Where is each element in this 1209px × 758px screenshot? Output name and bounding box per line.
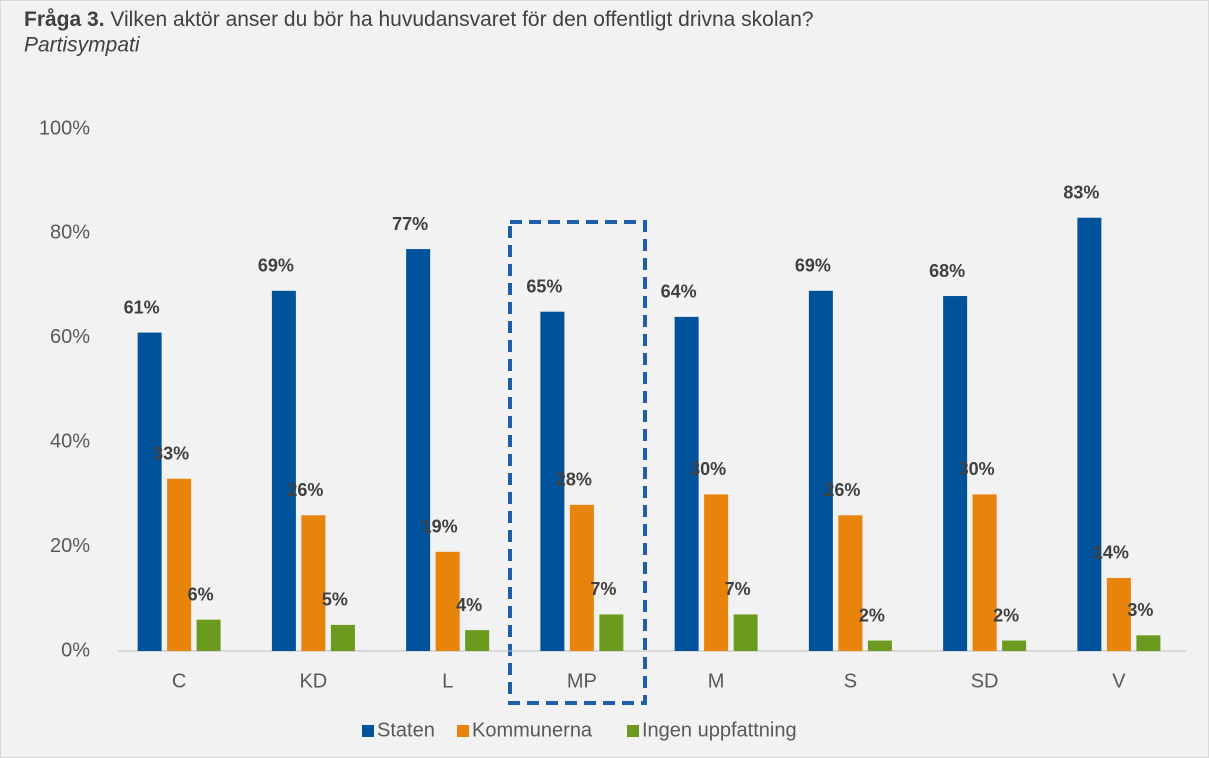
y-tick-label: 40% bbox=[50, 430, 90, 452]
value-label: 3% bbox=[1127, 600, 1153, 620]
y-tick-label: 100% bbox=[39, 117, 90, 139]
bar bbox=[733, 614, 758, 651]
y-tick-label: 80% bbox=[50, 222, 90, 244]
legend-swatch bbox=[457, 725, 469, 737]
value-label: 2% bbox=[859, 605, 885, 625]
bar bbox=[196, 619, 221, 651]
bar bbox=[167, 478, 192, 651]
bar bbox=[599, 614, 624, 651]
x-tick-label: C bbox=[172, 670, 186, 692]
value-label: 69% bbox=[258, 256, 294, 276]
bar bbox=[137, 332, 162, 651]
bar bbox=[569, 504, 594, 651]
bar bbox=[406, 249, 431, 651]
y-tick-label: 20% bbox=[50, 535, 90, 557]
value-label: 19% bbox=[422, 517, 458, 537]
value-label: 7% bbox=[725, 579, 751, 599]
value-label: 28% bbox=[556, 470, 592, 490]
chart-title: Fråga 3. Vilken aktör anser du bör ha hu… bbox=[24, 8, 814, 31]
value-label: 26% bbox=[287, 480, 323, 500]
x-tick-label: L bbox=[442, 670, 453, 692]
value-label: 26% bbox=[824, 480, 860, 500]
bar bbox=[838, 515, 863, 651]
bar bbox=[271, 290, 296, 651]
bar bbox=[465, 630, 490, 651]
bar bbox=[330, 624, 355, 651]
highlight-box bbox=[508, 220, 647, 705]
value-label: 2% bbox=[993, 605, 1019, 625]
value-label: 30% bbox=[690, 459, 726, 479]
value-label: 83% bbox=[1063, 182, 1099, 202]
bar bbox=[972, 494, 997, 651]
value-label: 14% bbox=[1093, 543, 1129, 563]
title-text: Vilken aktör anser du bör ha huvudansvar… bbox=[110, 8, 813, 31]
value-label: 7% bbox=[590, 579, 616, 599]
legend-swatch bbox=[627, 725, 639, 737]
x-tick-label: KD bbox=[299, 670, 327, 692]
bar bbox=[704, 494, 729, 651]
x-tick-label: MP bbox=[567, 670, 597, 692]
y-tick-label: 0% bbox=[61, 639, 90, 661]
bar bbox=[435, 551, 460, 651]
x-tick-label: S bbox=[844, 670, 857, 692]
bar bbox=[1077, 217, 1102, 652]
value-label: 5% bbox=[322, 590, 348, 610]
subtitle: Partisympati bbox=[24, 34, 141, 57]
bar bbox=[540, 311, 565, 651]
value-label: 4% bbox=[456, 595, 482, 615]
legend-label: Staten bbox=[377, 719, 435, 741]
bar bbox=[808, 290, 833, 651]
legend-swatch bbox=[362, 725, 374, 737]
bar bbox=[301, 515, 326, 651]
value-label: 61% bbox=[124, 297, 160, 317]
value-label: 6% bbox=[188, 584, 214, 604]
x-tick-label: SD bbox=[971, 670, 999, 692]
value-label: 69% bbox=[795, 256, 831, 276]
value-label: 68% bbox=[929, 261, 965, 281]
value-label: 65% bbox=[526, 276, 562, 296]
bar bbox=[1002, 640, 1027, 651]
bar bbox=[1136, 635, 1161, 651]
value-label: 30% bbox=[959, 459, 995, 479]
legend-label: Ingen uppfattning bbox=[642, 719, 797, 741]
title-lead: Fråga 3. bbox=[24, 8, 105, 31]
legend-label: Kommunerna bbox=[472, 719, 593, 741]
bar bbox=[943, 296, 968, 651]
bar bbox=[867, 640, 892, 651]
value-label: 64% bbox=[661, 282, 697, 302]
value-label: 33% bbox=[153, 443, 189, 463]
x-tick-label: V bbox=[1112, 670, 1126, 692]
bar bbox=[1106, 577, 1131, 651]
value-label: 77% bbox=[392, 214, 428, 234]
bar bbox=[674, 316, 699, 651]
y-tick-label: 60% bbox=[50, 326, 90, 348]
x-tick-label: M bbox=[708, 670, 725, 692]
